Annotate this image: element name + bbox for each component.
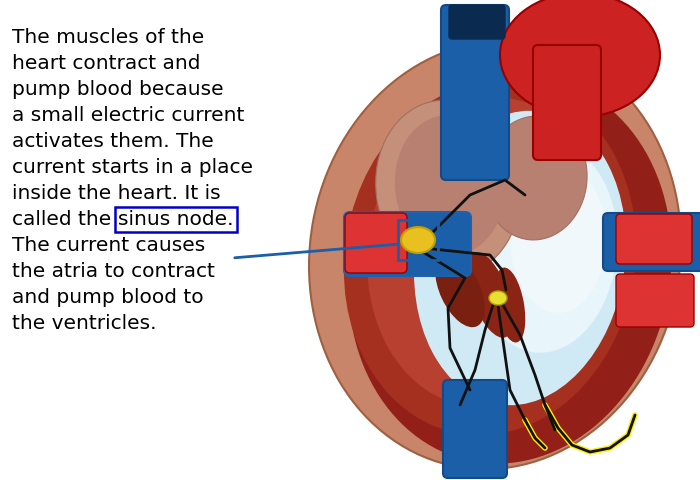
FancyBboxPatch shape <box>345 213 407 273</box>
Text: The muscles of the: The muscles of the <box>12 28 204 47</box>
Ellipse shape <box>395 115 505 255</box>
FancyBboxPatch shape <box>616 274 694 327</box>
Text: the ventricles.: the ventricles. <box>12 314 157 333</box>
FancyBboxPatch shape <box>441 5 509 180</box>
Ellipse shape <box>483 116 587 240</box>
Ellipse shape <box>473 143 617 353</box>
Ellipse shape <box>349 76 672 464</box>
FancyBboxPatch shape <box>443 380 507 478</box>
FancyBboxPatch shape <box>603 213 700 271</box>
Text: activates them. The: activates them. The <box>12 132 214 151</box>
Text: a small electric current: a small electric current <box>12 106 244 125</box>
Ellipse shape <box>495 267 525 343</box>
Ellipse shape <box>369 106 531 415</box>
Ellipse shape <box>489 291 507 305</box>
Text: the atria to contract: the atria to contract <box>12 262 215 281</box>
Ellipse shape <box>467 252 513 338</box>
Text: and pump blood to: and pump blood to <box>12 288 204 307</box>
Ellipse shape <box>435 253 485 327</box>
Text: The current causes: The current causes <box>12 236 205 255</box>
Ellipse shape <box>414 111 626 405</box>
Ellipse shape <box>376 100 520 276</box>
FancyBboxPatch shape <box>616 214 692 264</box>
Ellipse shape <box>510 163 606 313</box>
Ellipse shape <box>344 81 636 435</box>
Text: inside the heart. It is: inside the heart. It is <box>12 184 220 203</box>
Text: current starts in a place: current starts in a place <box>12 158 253 177</box>
Text: sinus node.: sinus node. <box>118 210 234 229</box>
Text: heart contract and: heart contract and <box>12 54 200 73</box>
FancyBboxPatch shape <box>533 45 601 160</box>
Ellipse shape <box>500 0 660 117</box>
FancyBboxPatch shape <box>449 5 505 39</box>
Text: called the: called the <box>12 210 118 229</box>
Ellipse shape <box>309 41 681 469</box>
Text: pump blood because: pump blood because <box>12 80 223 99</box>
Ellipse shape <box>368 97 609 407</box>
FancyBboxPatch shape <box>344 212 471 276</box>
Ellipse shape <box>401 227 435 253</box>
